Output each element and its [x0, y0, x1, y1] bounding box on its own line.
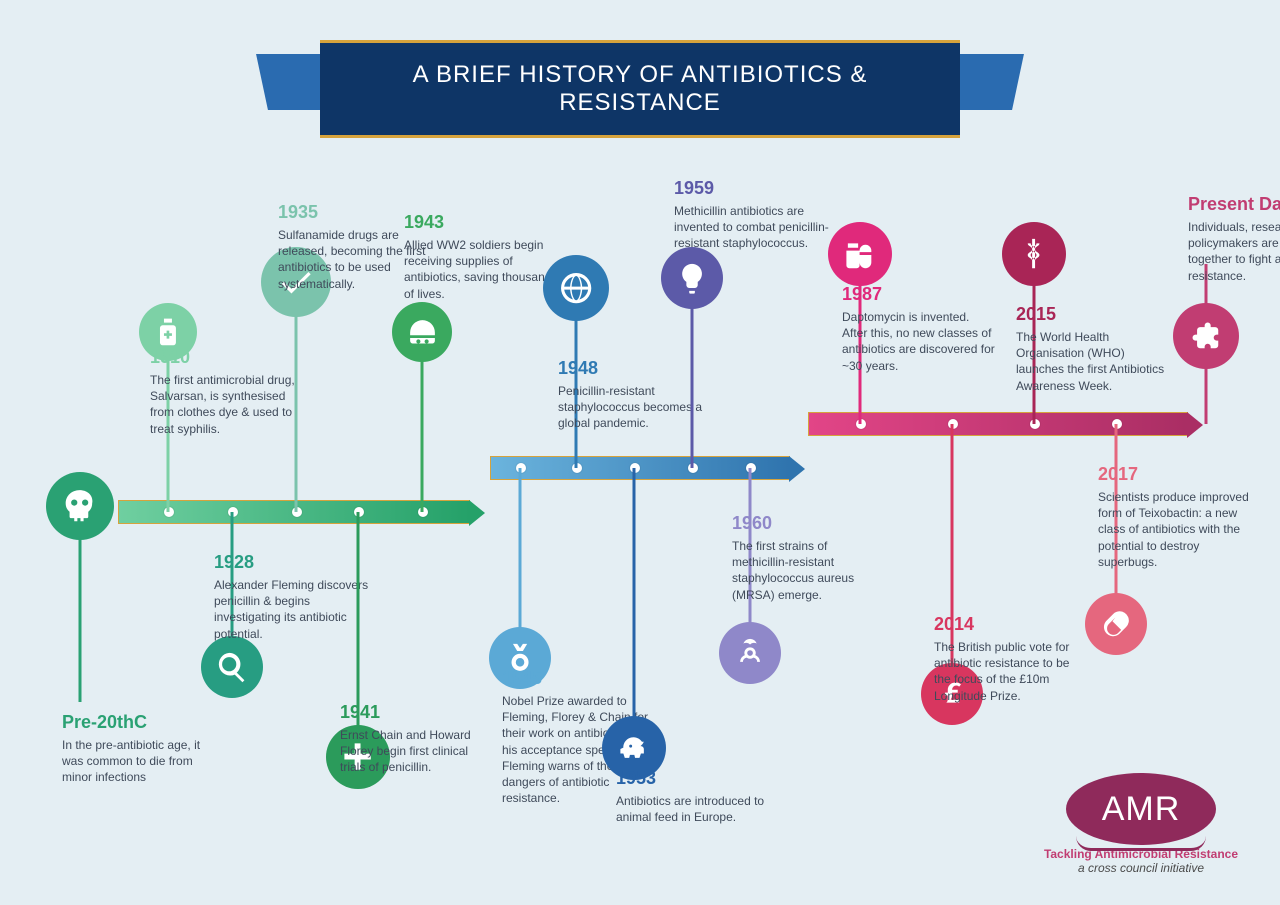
event-desc: Antibiotics are introduced to animal fee… — [616, 793, 771, 825]
event-text: 1959 Methicillin antibiotics are invented… — [674, 178, 829, 252]
event-year: 1910 — [150, 347, 305, 368]
event-stem — [633, 468, 636, 748]
event-text: 1953 Antibiotics are introduced to animal… — [616, 768, 771, 825]
event-year: 2015 — [1016, 304, 1171, 325]
biohazard-icon — [719, 622, 781, 684]
event-desc: In the pre-antibiotic age, it was common… — [62, 737, 217, 786]
event-desc: The first antimicrobial drug, Salvarsan,… — [150, 372, 305, 437]
title-ribbon: A BRIEF HISTORY OF ANTIBIOTICS & RESISTA… — [320, 40, 960, 138]
event-year: 1987 — [842, 284, 997, 305]
globe-icon — [543, 255, 609, 321]
event-text: Present Day Individuals, researchers & po… — [1188, 194, 1280, 284]
event-year: Present Day — [1188, 194, 1280, 215]
magnify-icon — [201, 636, 263, 698]
event-desc: The British public vote for antibiotic r… — [934, 639, 1089, 704]
event-desc: Scientists produce improved form of Teix… — [1098, 489, 1253, 570]
event-text: 1910 The first antimicrobial drug, Salvar… — [150, 347, 305, 437]
event-year: 1943 — [404, 212, 559, 233]
event-stem — [79, 512, 82, 702]
event-text: 2015 The World Health Organisation (WHO) … — [1016, 304, 1171, 394]
caduceus-icon — [1002, 222, 1066, 286]
event-text: 1960 The first strains of methicillin-res… — [732, 513, 887, 603]
era-blue-arrow — [490, 456, 790, 480]
event-desc: Daptomycin is invented. After this, no n… — [842, 309, 997, 374]
skull-icon — [46, 472, 114, 540]
event-text: 1928 Alexander Fleming discovers penicill… — [214, 552, 369, 642]
puzzle-icon — [1173, 303, 1239, 369]
pill-icon — [1085, 593, 1147, 655]
logo-acronym: AMR — [1066, 773, 1216, 845]
event-text: 1943 Allied WW2 soldiers begin receiving … — [404, 212, 559, 302]
meds-icon — [828, 222, 892, 286]
event-text: 2014 The British public vote for antibiot… — [934, 614, 1089, 704]
event-year: 1959 — [674, 178, 829, 199]
event-desc: Allied WW2 soldiers begin receiving supp… — [404, 237, 559, 302]
event-year: 1928 — [214, 552, 369, 573]
era-pink-arrow — [808, 412, 1188, 436]
event-year: 1941 — [340, 702, 495, 723]
logo-tagline-2: a cross council initiative — [1044, 861, 1238, 875]
event-desc: The World Health Organisation (WHO) laun… — [1016, 329, 1171, 394]
helmet-icon — [392, 302, 452, 362]
event-desc: Ernst Chain and Howard Florey begin firs… — [340, 727, 495, 776]
event-year: 1953 — [616, 768, 771, 789]
event-desc: Methicillin antibiotics are invented to … — [674, 203, 829, 252]
infographic-canvas: A BRIEF HISTORY OF ANTIBIOTICS & RESISTA… — [0, 0, 1280, 905]
event-year: 2014 — [934, 614, 1089, 635]
event-text: 1987 Daptomycin is invented. After this, … — [842, 284, 997, 374]
event-year: Pre-20thC — [62, 712, 217, 733]
event-year: 2017 — [1098, 464, 1253, 485]
event-year: 1960 — [732, 513, 887, 534]
page-title: A BRIEF HISTORY OF ANTIBIOTICS & RESISTA… — [320, 40, 960, 138]
event-desc: The first strains of methicillin-resista… — [732, 538, 887, 603]
event-text: Pre-20thC In the pre-antibiotic age, it w… — [62, 712, 217, 786]
event-text: 2017 Scientists produce improved form of … — [1098, 464, 1253, 570]
event-text: 1941 Ernst Chain and Howard Florey begin … — [340, 702, 495, 776]
event-desc: Individuals, researchers & policymakers … — [1188, 219, 1280, 284]
amr-logo: AMRTackling Antimicrobial Resistancea cr… — [1044, 773, 1238, 875]
event-desc: Alexander Fleming discovers penicillin &… — [214, 577, 369, 642]
bulb-icon — [661, 247, 723, 309]
